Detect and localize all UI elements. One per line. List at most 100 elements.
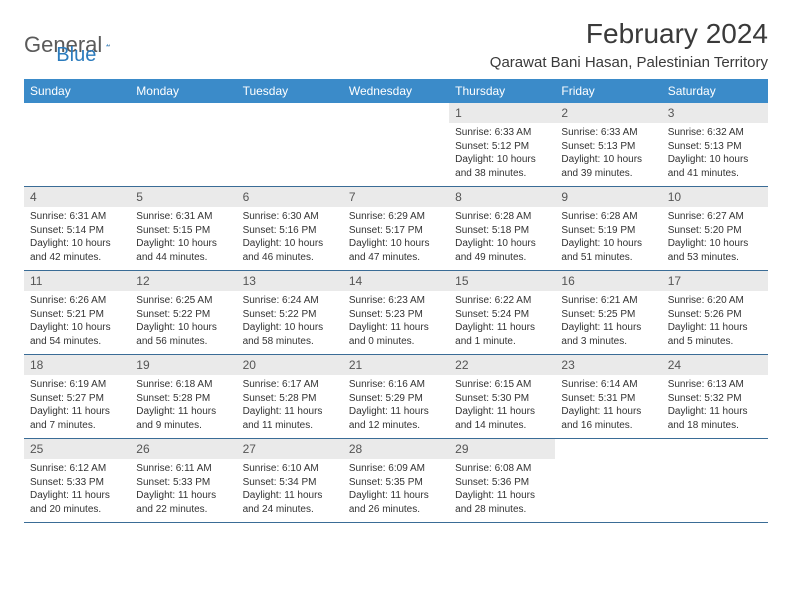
daylight-text: Daylight: 11 hours and 14 minutes. [455,405,549,432]
sunrise-text: Sunrise: 6:24 AM [243,294,337,308]
sunset-text: Sunset: 5:17 PM [349,224,443,238]
title-block: February 2024 Qarawat Bani Hasan, Palest… [490,18,768,71]
day-number: 4 [24,187,130,207]
daylight-text: Daylight: 11 hours and 3 minutes. [561,321,655,348]
sunset-text: Sunset: 5:26 PM [668,308,762,322]
day-cell: 26Sunrise: 6:11 AMSunset: 5:33 PMDayligh… [130,439,236,522]
location-label: Qarawat Bani Hasan, Palestinian Territor… [490,54,768,71]
daylight-text: Daylight: 11 hours and 16 minutes. [561,405,655,432]
day-number: 20 [237,355,343,375]
week-row: 25Sunrise: 6:12 AMSunset: 5:33 PMDayligh… [24,439,768,523]
sunset-text: Sunset: 5:33 PM [30,476,124,490]
sunrise-text: Sunrise: 6:26 AM [30,294,124,308]
day-cell: 25Sunrise: 6:12 AMSunset: 5:33 PMDayligh… [24,439,130,522]
day-info: Sunrise: 6:15 AMSunset: 5:30 PMDaylight:… [449,375,555,438]
day-info: Sunrise: 6:18 AMSunset: 5:28 PMDaylight:… [130,375,236,438]
daylight-text: Daylight: 10 hours and 47 minutes. [349,237,443,264]
sunset-text: Sunset: 5:31 PM [561,392,655,406]
day-number: 28 [343,439,449,459]
sunrise-text: Sunrise: 6:16 AM [349,378,443,392]
sunset-text: Sunset: 5:19 PM [561,224,655,238]
day-cell: 24Sunrise: 6:13 AMSunset: 5:32 PMDayligh… [662,355,768,438]
day-number: 11 [24,271,130,291]
sunset-text: Sunset: 5:24 PM [455,308,549,322]
daylight-text: Daylight: 11 hours and 12 minutes. [349,405,443,432]
day-cell: 13Sunrise: 6:24 AMSunset: 5:22 PMDayligh… [237,271,343,354]
sunset-text: Sunset: 5:13 PM [561,140,655,154]
dayname-wednesday: Wednesday [343,79,449,103]
daylight-text: Daylight: 11 hours and 26 minutes. [349,489,443,516]
day-number: 2 [555,103,661,123]
day-info: Sunrise: 6:11 AMSunset: 5:33 PMDaylight:… [130,459,236,522]
week-row: 1Sunrise: 6:33 AMSunset: 5:12 PMDaylight… [24,103,768,187]
day-info: Sunrise: 6:10 AMSunset: 5:34 PMDaylight:… [237,459,343,522]
dayname-saturday: Saturday [662,79,768,103]
week-row: 4Sunrise: 6:31 AMSunset: 5:14 PMDaylight… [24,187,768,271]
sunset-text: Sunset: 5:23 PM [349,308,443,322]
week-row: 18Sunrise: 6:19 AMSunset: 5:27 PMDayligh… [24,355,768,439]
day-info: Sunrise: 6:33 AMSunset: 5:12 PMDaylight:… [449,123,555,186]
day-info: Sunrise: 6:22 AMSunset: 5:24 PMDaylight:… [449,291,555,354]
day-number: 23 [555,355,661,375]
empty-cell [343,103,449,186]
daylight-text: Daylight: 10 hours and 38 minutes. [455,153,549,180]
day-cell: 19Sunrise: 6:18 AMSunset: 5:28 PMDayligh… [130,355,236,438]
sunset-text: Sunset: 5:30 PM [455,392,549,406]
sunrise-text: Sunrise: 6:29 AM [349,210,443,224]
day-info: Sunrise: 6:12 AMSunset: 5:33 PMDaylight:… [24,459,130,522]
day-cell: 9Sunrise: 6:28 AMSunset: 5:19 PMDaylight… [555,187,661,270]
day-info: Sunrise: 6:29 AMSunset: 5:17 PMDaylight:… [343,207,449,270]
day-info: Sunrise: 6:28 AMSunset: 5:18 PMDaylight:… [449,207,555,270]
sunset-text: Sunset: 5:27 PM [30,392,124,406]
day-info: Sunrise: 6:32 AMSunset: 5:13 PMDaylight:… [662,123,768,186]
day-info: Sunrise: 6:13 AMSunset: 5:32 PMDaylight:… [662,375,768,438]
day-info: Sunrise: 6:31 AMSunset: 5:15 PMDaylight:… [130,207,236,270]
day-info: Sunrise: 6:23 AMSunset: 5:23 PMDaylight:… [343,291,449,354]
daylight-text: Daylight: 11 hours and 0 minutes. [349,321,443,348]
daylight-text: Daylight: 11 hours and 28 minutes. [455,489,549,516]
daylight-text: Daylight: 11 hours and 11 minutes. [243,405,337,432]
sunset-text: Sunset: 5:25 PM [561,308,655,322]
sunrise-text: Sunrise: 6:22 AM [455,294,549,308]
day-number: 24 [662,355,768,375]
empty-cell [24,103,130,186]
daylight-text: Daylight: 10 hours and 54 minutes. [30,321,124,348]
day-cell: 2Sunrise: 6:33 AMSunset: 5:13 PMDaylight… [555,103,661,186]
dayname-friday: Friday [555,79,661,103]
sunset-text: Sunset: 5:13 PM [668,140,762,154]
sunset-text: Sunset: 5:29 PM [349,392,443,406]
daylight-text: Daylight: 10 hours and 53 minutes. [668,237,762,264]
day-info: Sunrise: 6:09 AMSunset: 5:35 PMDaylight:… [343,459,449,522]
daylight-text: Daylight: 11 hours and 18 minutes. [668,405,762,432]
day-number: 15 [449,271,555,291]
daylight-text: Daylight: 10 hours and 46 minutes. [243,237,337,264]
header: General Blue February 2024 Qarawat Bani … [24,18,768,71]
day-info: Sunrise: 6:26 AMSunset: 5:21 PMDaylight:… [24,291,130,354]
month-title: February 2024 [490,18,768,50]
day-number: 8 [449,187,555,207]
day-cell: 28Sunrise: 6:09 AMSunset: 5:35 PMDayligh… [343,439,449,522]
day-cell: 5Sunrise: 6:31 AMSunset: 5:15 PMDaylight… [130,187,236,270]
day-number: 19 [130,355,236,375]
day-cell: 11Sunrise: 6:26 AMSunset: 5:21 PMDayligh… [24,271,130,354]
sunrise-text: Sunrise: 6:25 AM [136,294,230,308]
sunrise-text: Sunrise: 6:17 AM [243,378,337,392]
sunrise-text: Sunrise: 6:11 AM [136,462,230,476]
dayname-sunday: Sunday [24,79,130,103]
sunrise-text: Sunrise: 6:10 AM [243,462,337,476]
sunset-text: Sunset: 5:14 PM [30,224,124,238]
day-number: 25 [24,439,130,459]
day-info: Sunrise: 6:14 AMSunset: 5:31 PMDaylight:… [555,375,661,438]
day-cell: 22Sunrise: 6:15 AMSunset: 5:30 PMDayligh… [449,355,555,438]
day-cell: 4Sunrise: 6:31 AMSunset: 5:14 PMDaylight… [24,187,130,270]
sunset-text: Sunset: 5:32 PM [668,392,762,406]
daylight-text: Daylight: 10 hours and 56 minutes. [136,321,230,348]
sunrise-text: Sunrise: 6:28 AM [455,210,549,224]
sunset-text: Sunset: 5:22 PM [243,308,337,322]
sunset-text: Sunset: 5:12 PM [455,140,549,154]
daylight-text: Daylight: 10 hours and 39 minutes. [561,153,655,180]
day-cell: 17Sunrise: 6:20 AMSunset: 5:26 PMDayligh… [662,271,768,354]
daylight-text: Daylight: 10 hours and 58 minutes. [243,321,337,348]
daylight-text: Daylight: 10 hours and 49 minutes. [455,237,549,264]
day-cell: 6Sunrise: 6:30 AMSunset: 5:16 PMDaylight… [237,187,343,270]
